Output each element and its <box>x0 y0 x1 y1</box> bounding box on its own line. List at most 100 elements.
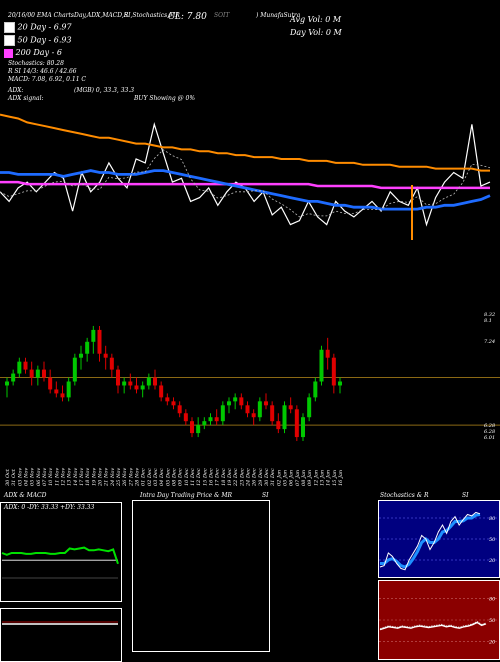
series-price-avg <box>0 149 491 218</box>
rsi-signal-line <box>379 620 487 630</box>
date-label: 22 Dec <box>233 468 239 487</box>
stoch-d-line <box>380 513 481 569</box>
candle-body <box>313 381 318 398</box>
candle-body <box>60 393 65 398</box>
intraday-panel <box>132 500 270 652</box>
date-label: 02 Dec <box>147 468 153 486</box>
stoch-k-line <box>379 511 481 571</box>
legend-ema20: 20 Day - 6.97 <box>4 22 72 33</box>
candle-body <box>48 377 53 390</box>
date-label: 14 Jan <box>326 470 332 486</box>
candle-body <box>183 413 188 422</box>
candle-body <box>325 349 330 358</box>
rsi-level-label: 20 <box>488 640 496 646</box>
date-label: 10 Nov <box>48 468 54 486</box>
series-ema20 <box>0 180 490 190</box>
date-label: 08 Jan <box>301 470 307 486</box>
date-label: 07 Nov <box>42 468 48 486</box>
stoch-level-label: 20 <box>488 558 496 564</box>
date-label: 06 Nov <box>36 468 42 486</box>
candle-body <box>17 361 22 374</box>
date-label: 05 Dec <box>165 468 171 486</box>
date-label: 01 Dec <box>141 468 147 486</box>
candle-body <box>338 381 342 386</box>
rsi-level-label: 80 <box>489 596 496 602</box>
price-axis-label: 8.1 <box>484 318 492 324</box>
rsi-lines: 80 50 20 <box>379 596 497 646</box>
adx-panel-title: ADX & MACD <box>4 492 47 499</box>
intraday-title: Intra Day Trading Price & MR <box>140 492 233 499</box>
date-label: 18 Dec <box>221 468 227 486</box>
date-label: 05 Jan <box>283 470 289 486</box>
adx-macd-line <box>1 546 119 565</box>
date-label: 12 Dec <box>196 468 202 486</box>
candle-body <box>146 377 151 386</box>
candle-body <box>165 397 170 402</box>
date-label: 12 Jan <box>313 470 319 486</box>
date-label: 30 Dec <box>264 468 270 486</box>
stoch-si: SI <box>462 492 469 499</box>
candle-body <box>85 341 90 354</box>
ema-chart <box>0 113 491 240</box>
candle-body <box>91 329 96 342</box>
stoch-level-label: 50 <box>489 537 496 543</box>
candle-body <box>72 357 77 382</box>
candle-body <box>264 401 268 406</box>
price-axis-label: 6.28 <box>484 423 495 429</box>
candle-body <box>288 405 293 410</box>
candle-body <box>239 397 244 406</box>
day-vol: Day Vol: 0 M <box>290 28 342 37</box>
adx-macd-lines <box>1 546 119 625</box>
date-label: 04 Nov <box>24 468 30 486</box>
candle-body <box>177 405 182 414</box>
date-label: 24 Dec <box>246 468 252 487</box>
candle-body <box>122 381 127 386</box>
candle-body <box>66 381 71 398</box>
date-label: 09 Jan <box>307 470 313 486</box>
stoch-level-label: 80 <box>489 516 496 522</box>
stoch-title: Stochastics & R <box>380 492 429 499</box>
intraday-si: SI <box>262 492 269 499</box>
date-label: 15 Jan <box>332 470 338 486</box>
candle-body <box>196 425 201 434</box>
date-label: 21 Nov <box>104 468 110 487</box>
date-label: 31 Dec <box>270 468 276 486</box>
date-axis: 30 Oct 31 Oct 03 Nov 04 Nov 05 Nov 06 Nov 07 N… <box>5 468 344 487</box>
date-label: 05 Nov <box>30 468 36 486</box>
date-label: 06 Jan <box>289 470 295 486</box>
price-axis-label: 7.24 <box>484 339 495 345</box>
candle-body <box>220 405 225 422</box>
header-indicators-line: SI,Stochastics,MR <box>124 12 180 19</box>
date-label: 16 Dec <box>209 468 215 486</box>
candle-body <box>11 373 16 382</box>
swatch-ema200 <box>4 48 13 58</box>
date-label: 13 Jan <box>320 470 326 486</box>
swatch-ema20 <box>4 22 15 33</box>
date-label: 17 Nov <box>79 468 85 486</box>
header-ticker: SOIT <box>214 12 230 19</box>
candle-body <box>319 349 324 382</box>
swatch-ema50 <box>4 35 15 46</box>
date-label: 15 Dec <box>202 468 208 486</box>
adx-values: (MGB) 0, 33.3, 33.3 <box>74 87 135 94</box>
candle-body <box>103 353 108 358</box>
date-label: 23 Dec <box>239 468 245 487</box>
price-axis: 8.328.17.246.286.286.01 <box>484 312 495 441</box>
candle-body <box>128 381 133 386</box>
series-ema50 <box>0 169 491 211</box>
candle-body <box>190 421 194 434</box>
candle-body <box>227 401 231 406</box>
date-label: 09 Dec <box>178 468 184 486</box>
date-label: 30 Oct <box>5 468 11 486</box>
rsi-level-label: 50 <box>489 618 496 624</box>
buy-signal: BUY Showing @ 0% <box>134 95 196 102</box>
candle-body <box>257 401 262 418</box>
avg-vol: Avg Vol: 0 M <box>290 15 342 24</box>
candle-body <box>134 385 139 390</box>
date-label: 07 Jan <box>295 470 301 486</box>
date-label: 12 Nov <box>61 468 67 486</box>
price-axis-label: 6.28 <box>484 429 495 435</box>
stochastics-lines: 80 50 20 <box>379 511 497 571</box>
adx-panel <box>0 502 122 602</box>
